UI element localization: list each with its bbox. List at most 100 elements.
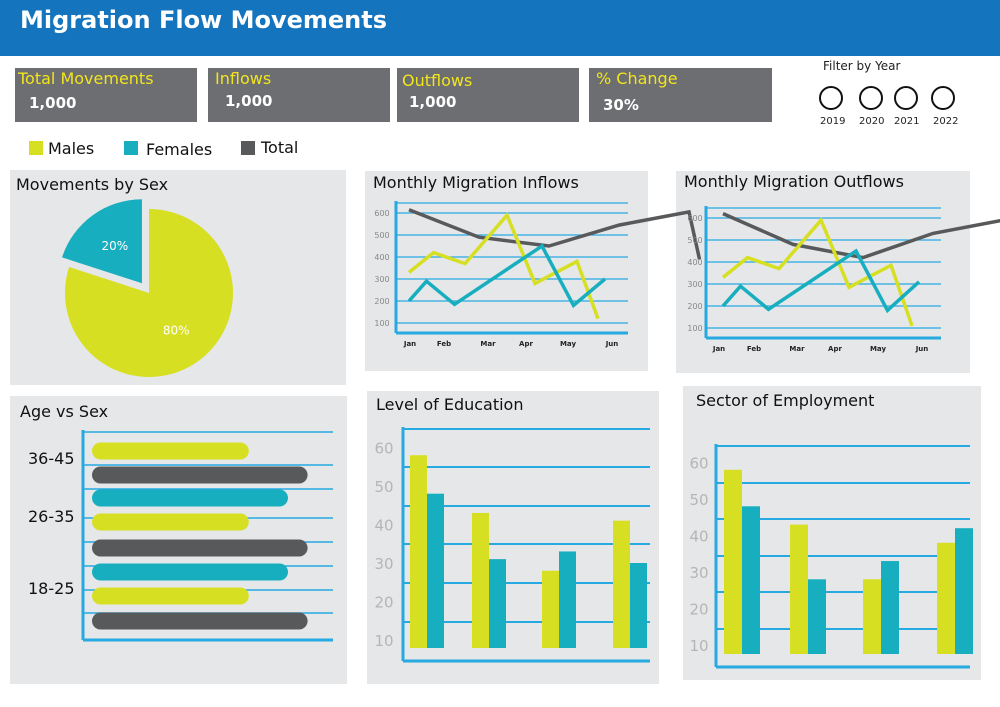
kpi-card-inflows: Inflows 1,000 xyxy=(208,68,390,122)
bar-females xyxy=(630,563,647,648)
header-bar: Migration Flow Movements xyxy=(0,0,1000,56)
x-tick-label: Jan xyxy=(712,345,725,353)
x-tick-label: Apr xyxy=(519,340,533,348)
y-tick-label: 100 xyxy=(687,324,702,333)
y-tick-label: 300 xyxy=(374,275,389,284)
line-series-total xyxy=(408,208,702,260)
bar-males xyxy=(410,455,427,648)
bar-females xyxy=(92,563,288,581)
year-label: 2020 xyxy=(859,116,885,127)
y-tick-label: 500 xyxy=(374,231,389,240)
pie-slice-males xyxy=(65,209,234,377)
bar-total xyxy=(92,466,308,484)
filter-title: Filter by Year xyxy=(823,59,901,73)
line-series-males xyxy=(721,216,914,327)
legend-label-males: Males xyxy=(48,139,95,158)
bar-males xyxy=(92,513,249,531)
kpi-value: 30% xyxy=(603,96,639,114)
kpi-value: 1,000 xyxy=(409,93,457,111)
chart-title-education: Level of Education xyxy=(376,395,524,414)
bar-males xyxy=(542,570,559,648)
bar-females xyxy=(808,579,826,654)
year-label: 2019 xyxy=(820,116,846,127)
line-series-males xyxy=(407,211,600,320)
bar-males xyxy=(92,587,249,605)
x-tick-label: May xyxy=(870,345,886,353)
kpi-label: Total Movements xyxy=(18,69,154,88)
y-tick-label: 60 xyxy=(374,440,393,458)
bar-males xyxy=(472,512,489,648)
y-tick-label: 50 xyxy=(689,491,708,509)
bar-females xyxy=(427,493,444,648)
y-tick-label: 200 xyxy=(374,297,389,306)
year-radio-2019[interactable] xyxy=(819,86,843,110)
bar-total xyxy=(92,539,308,557)
y-tick-label: 600 xyxy=(374,209,389,218)
pie-label: 20% xyxy=(101,239,128,253)
x-tick-label: Feb xyxy=(437,340,451,348)
page-title: Migration Flow Movements xyxy=(20,6,388,34)
y-tick-label: 20 xyxy=(689,601,708,619)
y-tick-label: 400 xyxy=(687,258,702,267)
line-series-females xyxy=(407,243,607,309)
chart-title-inflows: Monthly Migration Inflows xyxy=(373,173,579,192)
chart-title-age: Age vs Sex xyxy=(20,402,109,421)
y-tick-label: 10 xyxy=(689,637,708,655)
kpi-value: 1,000 xyxy=(225,92,273,110)
y-tick-label: 50 xyxy=(374,478,393,496)
pie-slice-females xyxy=(62,199,142,284)
bar-females xyxy=(955,528,973,654)
x-tick-label: Apr xyxy=(828,345,842,353)
line-series-total xyxy=(722,211,1000,260)
y-tick-label: 30 xyxy=(374,555,393,573)
x-tick-label: Jun xyxy=(605,340,619,348)
y-tick-label: 500 xyxy=(687,236,702,245)
year-label: 2021 xyxy=(894,116,920,127)
bar-females xyxy=(92,489,288,507)
x-tick-label: Mar xyxy=(789,345,805,353)
x-tick-label: Feb xyxy=(747,345,761,353)
y-tick-label: 200 xyxy=(687,302,702,311)
kpi-value: 1,000 xyxy=(29,94,77,112)
bar-males xyxy=(937,542,955,654)
bar-males xyxy=(863,579,881,654)
bar-females xyxy=(742,506,760,654)
kpi-label: Outflows xyxy=(402,71,473,90)
line-series-females xyxy=(721,248,921,314)
y-tick-label: 100 xyxy=(374,319,389,328)
kpi-label: Inflows xyxy=(215,69,272,88)
category-label: 26-35 xyxy=(28,507,75,526)
x-tick-label: May xyxy=(560,340,576,348)
y-tick-label: 20 xyxy=(374,594,393,612)
year-radio-2021[interactable] xyxy=(894,86,918,110)
bar-males xyxy=(790,524,808,654)
category-label: 36-45 xyxy=(28,449,75,468)
bar-females xyxy=(881,561,899,654)
y-tick-label: 600 xyxy=(687,214,702,223)
y-tick-label: 10 xyxy=(374,632,393,650)
legend-swatch-total xyxy=(241,141,255,155)
year-radio-2020[interactable] xyxy=(859,86,883,110)
y-tick-label: 40 xyxy=(374,517,393,535)
kpi-card-percent-change: % Change 30% xyxy=(589,68,772,122)
bar-males xyxy=(724,469,742,654)
kpi-label: % Change xyxy=(596,69,678,88)
year-radio-2022[interactable] xyxy=(931,86,955,110)
legend-label-total: Total xyxy=(261,138,299,157)
y-tick-label: 60 xyxy=(689,455,708,473)
y-tick-label: 30 xyxy=(689,564,708,582)
bar-males xyxy=(613,520,630,648)
bar-total xyxy=(92,612,308,630)
x-tick-label: Mar xyxy=(480,340,496,348)
pie-label: 80% xyxy=(163,323,190,337)
kpi-card-total-movements: Total Movements 1,000 xyxy=(15,68,197,122)
legend-swatch-males xyxy=(29,141,43,155)
chart-title-outflows: Monthly Migration Outflows xyxy=(684,172,904,191)
y-tick-label: 40 xyxy=(689,528,708,546)
year-label: 2022 xyxy=(933,116,959,127)
bar-females xyxy=(559,551,576,648)
bar-males xyxy=(92,442,249,460)
chart-title-sex: Movements by Sex xyxy=(16,175,169,194)
category-label: 18-25 xyxy=(28,579,75,598)
